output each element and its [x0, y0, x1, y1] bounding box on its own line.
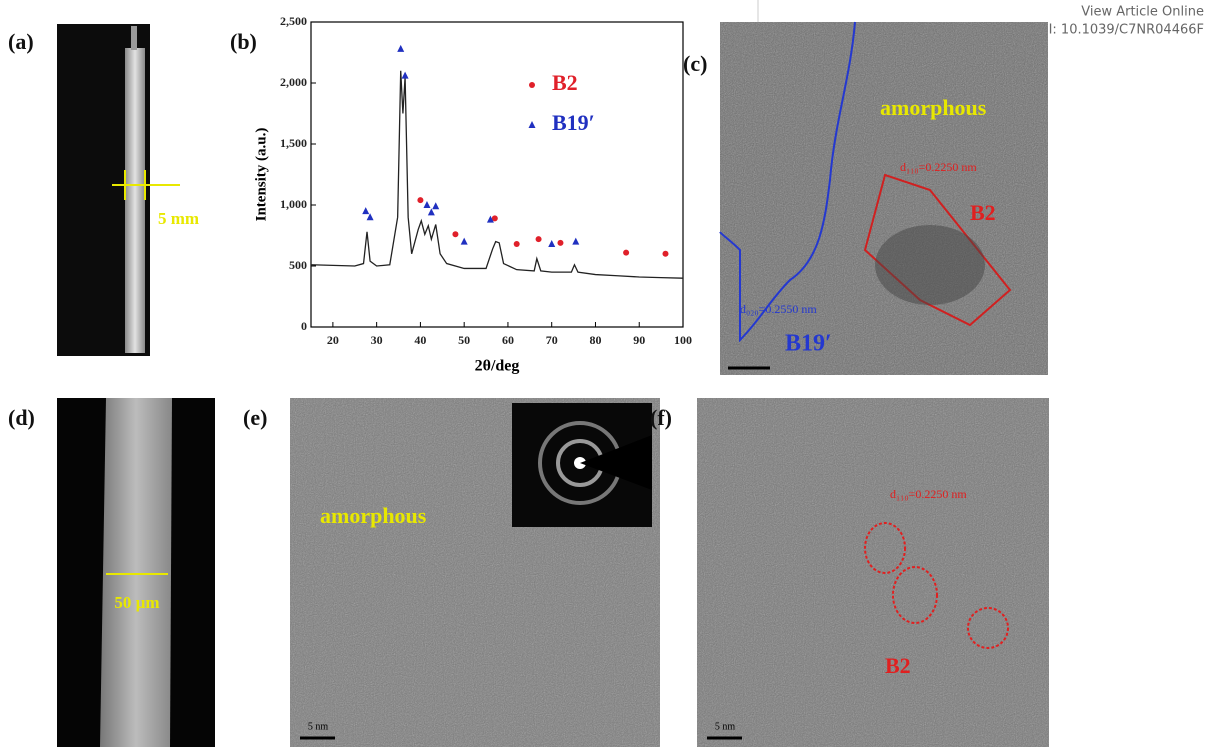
panel-label: (d) [8, 405, 35, 430]
phase-label: B19′ [785, 331, 832, 357]
y-axis-title: Intensity (a.u.) [253, 128, 269, 222]
panel-label: (c) [683, 51, 707, 76]
x-tick-label: 20 [327, 333, 339, 347]
y-tick-label: 1,000 [280, 197, 307, 211]
panel-label: (e) [243, 405, 267, 430]
fiber [100, 398, 172, 747]
rod [125, 48, 145, 353]
y-tick-label: 1,500 [280, 136, 307, 150]
phase-label: amorphous [880, 95, 987, 120]
y-tick-label: 2,500 [280, 14, 307, 28]
texture [720, 22, 1048, 375]
legend-marker [528, 121, 536, 128]
phase-label: B2 [885, 653, 911, 678]
peak-marker [572, 237, 580, 245]
b19-boundary [719, 21, 856, 343]
texture [697, 398, 1049, 747]
grain [875, 225, 985, 305]
b2-boundary [863, 173, 1012, 327]
y-tick-label: 500 [289, 258, 307, 272]
beam-stop [580, 435, 652, 490]
spacing-label: d₁₁₀=0.2250 nm [900, 160, 977, 174]
xrd-chart: 0 500 1,000 1,500 2,000 2,500 20 30 40 50 60 70 80 90… [253, 14, 692, 375]
xrd-line [310, 70, 684, 279]
panel-label: (a) [8, 29, 34, 54]
x-tick-label: 50 [458, 333, 470, 347]
peak-marker [401, 71, 409, 79]
x-axis-title: 2θ/deg [475, 358, 520, 375]
panel-label: (f) [650, 405, 672, 430]
peak-marker [362, 207, 370, 215]
grain-outline [967, 607, 1009, 649]
peak-marker [460, 237, 468, 245]
panel-label: (b) [230, 29, 257, 54]
x-tick-label: 100 [674, 333, 692, 347]
peak-marker [548, 240, 556, 248]
peak-marker [557, 239, 564, 246]
peak-marker [432, 202, 440, 210]
peak-marker [535, 236, 542, 243]
legend-label: B2 [552, 70, 578, 95]
rod-tip [131, 26, 137, 50]
peak-marker [513, 241, 520, 248]
spacing-label: d₁₁₀=0.2250 nm [890, 487, 967, 501]
peak-marker [623, 249, 630, 256]
legend-label: B19′ [552, 110, 595, 135]
peak-marker [427, 208, 435, 216]
x-tick-label: 30 [371, 333, 383, 347]
peak-marker [397, 44, 405, 52]
peak-marker [486, 215, 494, 223]
y-tick-label: 0 [301, 319, 307, 333]
peak-marker [417, 197, 424, 204]
phase-label: B2 [970, 200, 996, 225]
y-tick-label: 2,000 [280, 75, 307, 89]
x-tick-label: 90 [633, 333, 645, 347]
plot-frame [310, 21, 684, 328]
peak-marker [366, 213, 374, 221]
legend-marker [529, 82, 535, 88]
scale-label: 5 nm [715, 721, 736, 732]
peak-marker [423, 201, 431, 208]
spacing-label: d₀₂₀=0.2550 nm [740, 302, 817, 316]
phase-label: amorphous [320, 503, 427, 528]
grain-outline [892, 566, 938, 624]
scale-label: 5 nm [308, 721, 329, 732]
peak-marker [662, 250, 669, 257]
x-tick-label: 60 [502, 333, 514, 347]
view-article: View Article Online [1081, 5, 1204, 20]
peak-marker [491, 215, 498, 222]
x-tick-label: 40 [414, 333, 426, 347]
grain-outline [864, 522, 906, 574]
peak-marker [452, 231, 459, 238]
x-tick-label: 80 [589, 333, 601, 347]
annotation: 50 µm [114, 593, 159, 612]
annotation: 5 mm [158, 209, 199, 228]
x-tick-label: 70 [546, 333, 558, 347]
doi: DOI: 10.1039/C7NR04466F [1028, 23, 1204, 38]
